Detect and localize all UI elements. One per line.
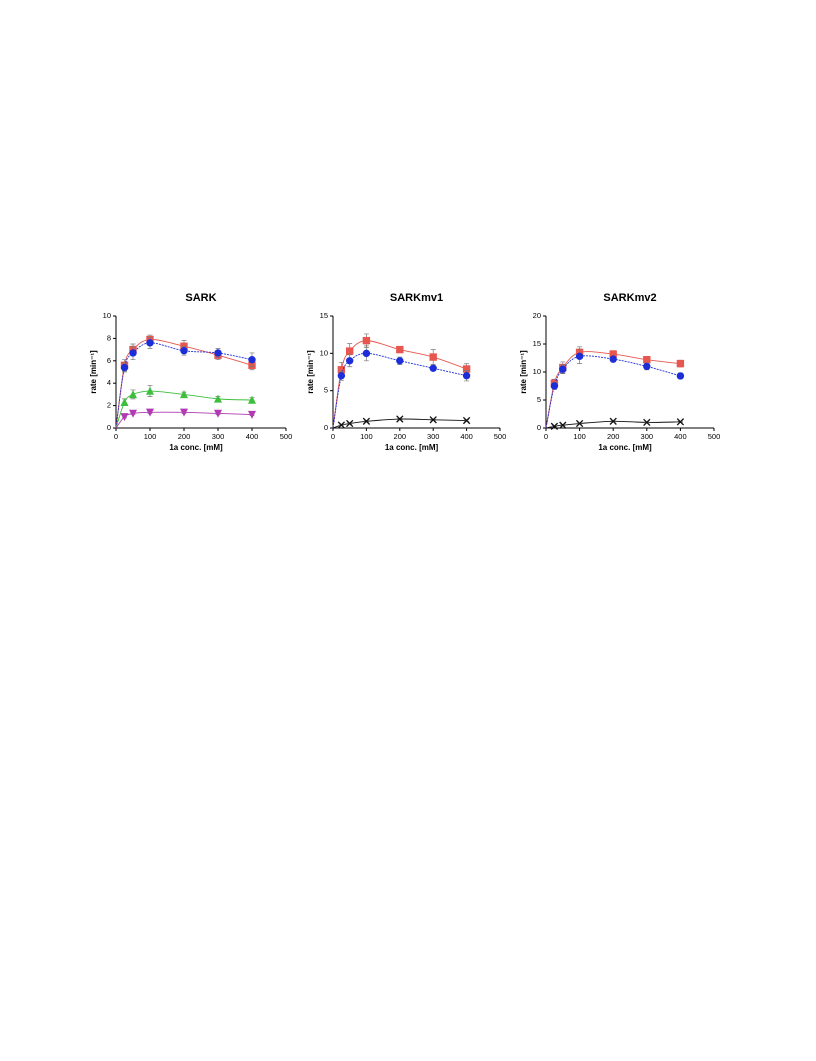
marker-square: [429, 353, 437, 361]
marker-triangle: [120, 413, 129, 422]
marker-square: [643, 355, 651, 364]
fit-curve: [332, 418, 467, 429]
marker-square: [362, 336, 371, 345]
y-tick-label: 10: [320, 348, 328, 357]
y-tick-label: 15: [533, 339, 541, 348]
chart-title: SARK: [185, 292, 216, 304]
y-tick-label: 10: [103, 311, 111, 320]
marker-circle: [180, 347, 188, 355]
marker-triangle: [145, 408, 155, 417]
y-tick-label: 6: [107, 356, 111, 365]
x-tick-label: 200: [178, 432, 191, 441]
marker-triangle: [179, 408, 189, 417]
chart-title: SARKmv1: [390, 292, 443, 304]
marker-circle: [146, 339, 154, 347]
y-tick-label: 8: [107, 333, 111, 342]
chart-title: SARKmv2: [603, 292, 656, 304]
marker-triangle: [128, 409, 138, 418]
y-tick-label: 5: [324, 386, 328, 395]
marker-circle: [129, 349, 137, 357]
x-tick-label: 400: [674, 432, 687, 441]
marker-circle: [337, 372, 346, 380]
x-tick-label: 100: [573, 432, 586, 441]
marker-x: [362, 417, 371, 425]
x-axis-label: 1a conc. [mM]: [385, 443, 439, 452]
marker-x: [609, 417, 617, 425]
y-tick-label: 0: [107, 423, 111, 432]
y-axis-label: rate [min⁻¹]: [519, 350, 528, 394]
y-tick-label: 15: [320, 311, 328, 320]
y-tick-label: 10: [533, 367, 541, 376]
x-tick-label: 200: [394, 432, 407, 441]
fit-curve: [545, 351, 681, 429]
x-tick-label: 300: [427, 432, 440, 441]
x-tick-label: 500: [280, 432, 293, 441]
marker-x: [559, 421, 567, 429]
marker-circle: [550, 382, 559, 390]
marker-x: [429, 416, 437, 424]
y-tick-label: 4: [107, 378, 111, 387]
marker-x: [550, 422, 559, 430]
marker-triangle: [179, 390, 189, 399]
marker-x: [462, 416, 471, 425]
marker-triangle: [145, 386, 155, 395]
marker-x: [643, 418, 651, 427]
marker-circle: [575, 352, 584, 361]
marker-circle: [396, 357, 404, 365]
y-tick-label: 5: [537, 395, 541, 404]
marker-triangle: [247, 410, 257, 419]
marker-x: [396, 415, 404, 423]
marker-square: [676, 359, 685, 368]
marker-circle: [676, 372, 685, 380]
marker-circle: [120, 363, 129, 372]
y-tick-label: 2: [107, 401, 111, 410]
y-axis-label: rate [min⁻¹]: [89, 350, 98, 394]
marker-triangle: [213, 409, 223, 418]
marker-circle: [643, 362, 651, 371]
x-tick-label: 500: [494, 432, 507, 441]
marker-x: [337, 421, 346, 429]
marker-triangle: [120, 397, 129, 406]
x-tick-label: 400: [460, 432, 473, 441]
marker-square: [346, 347, 354, 355]
x-tick-label: 100: [360, 432, 373, 441]
marker-x: [676, 418, 685, 426]
marker-circle: [559, 365, 567, 373]
marker-circle: [248, 355, 256, 364]
x-tick-label: 0: [544, 432, 548, 441]
x-tick-label: 300: [641, 432, 654, 441]
y-axis-label: rate [min⁻¹]: [306, 350, 315, 394]
x-tick-label: 500: [708, 432, 721, 441]
x-axis-label: 1a conc. [mM]: [169, 443, 223, 452]
marker-square: [396, 345, 404, 354]
marker-circle: [346, 357, 354, 365]
y-tick-label: 0: [324, 423, 328, 432]
chart: SARKmv1 0 5 10 15 0 100 200 300 400 500 1a conc. [m…: [306, 292, 506, 452]
x-tick-label: 100: [144, 432, 157, 441]
x-tick-label: 0: [331, 432, 335, 441]
marker-circle: [429, 364, 437, 372]
marker-x: [346, 419, 354, 428]
y-tick-label: 0: [537, 423, 541, 432]
marker-triangle: [128, 390, 138, 399]
marker-circle: [362, 349, 371, 358]
x-tick-label: 400: [246, 432, 259, 441]
x-tick-label: 0: [114, 432, 118, 441]
marker-circle: [462, 372, 471, 380]
marker-x: [575, 419, 584, 428]
marker-circle: [609, 355, 617, 363]
marker-circle: [214, 349, 222, 357]
x-tick-label: 200: [607, 432, 620, 441]
marker-triangle: [213, 394, 223, 403]
x-tick-label: 300: [212, 432, 225, 441]
x-axis-label: 1a conc. [mM]: [598, 443, 652, 452]
y-tick-label: 20: [533, 311, 541, 320]
marker-triangle: [247, 395, 257, 404]
